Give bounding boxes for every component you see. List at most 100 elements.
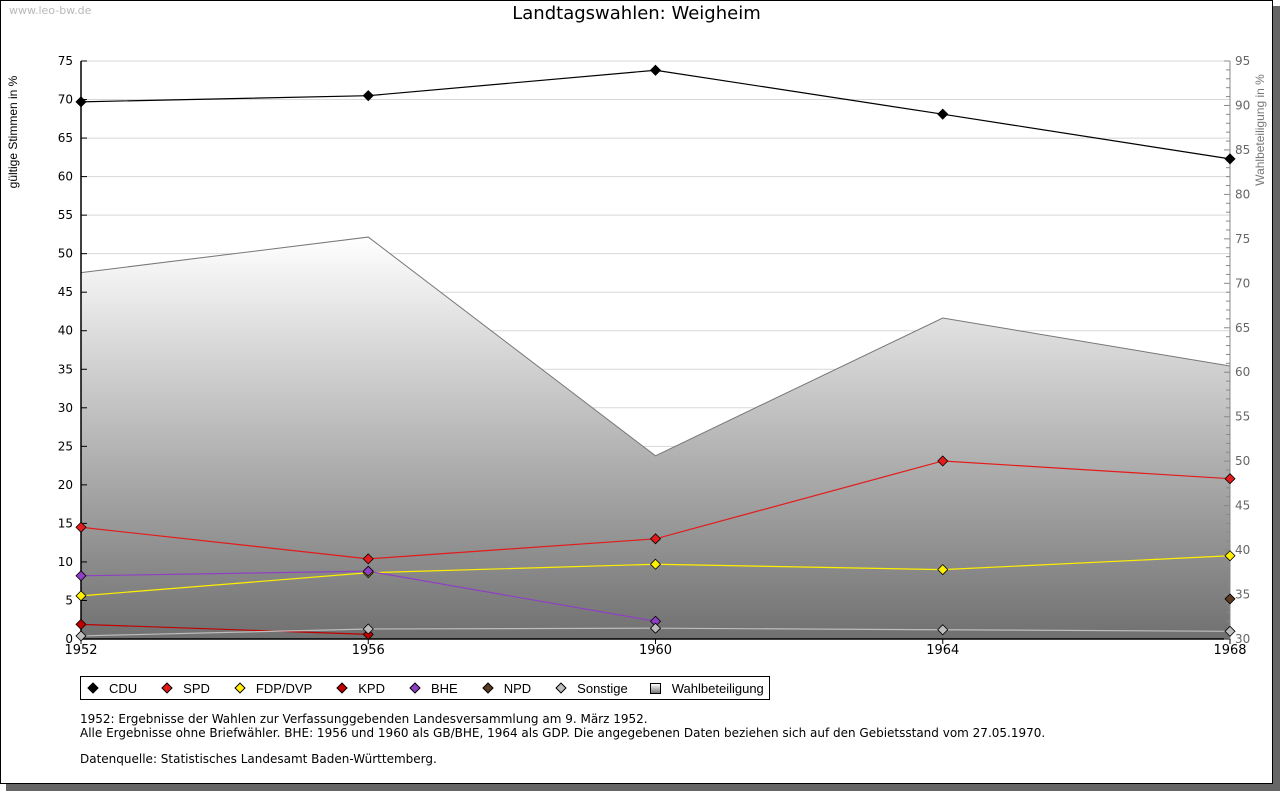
y2-tick-label: 35 — [1235, 588, 1250, 602]
legend-diamond-icon — [234, 682, 246, 694]
series-line-cdu — [80, 69, 1231, 160]
legend-item-npd: NPD — [480, 681, 531, 696]
series-line-kpd — [80, 623, 369, 635]
legend-diamond-icon — [482, 682, 494, 694]
y2-tick-label: 80 — [1235, 187, 1250, 201]
legend-label: BHE — [430, 680, 458, 696]
legend-label: KPD — [358, 680, 385, 696]
data-point-sonstige — [75, 630, 87, 642]
y2-tick-label: 75 — [1235, 232, 1250, 246]
y-tick-label: 5 — [65, 593, 73, 607]
turnout-area-fill — [81, 237, 1230, 639]
data-point-cdu — [649, 64, 662, 76]
note-line-2: Alle Ergebnisse ohne Briefwähler. BHE: 1… — [80, 726, 1046, 740]
legend-item-spd: SPD — [159, 681, 210, 696]
data-point-cdu — [75, 96, 87, 108]
data-point-bhe — [75, 570, 87, 582]
chart-title: Landtagswahlen: Weigheim — [512, 3, 761, 24]
x-tick-label: 1964 — [926, 643, 959, 658]
legend-label: Sonstige — [577, 680, 628, 696]
x-tick-label: 1952 — [64, 643, 97, 658]
note-line-1: 1952: Ergebnisse der Wahlen zur Verfassu… — [80, 712, 648, 726]
turnout-area-outline — [80, 236, 1231, 457]
legend-item-wahlbeteiligung: Wahlbeteiligung — [649, 680, 764, 696]
frame-shadow-right — [1273, 6, 1280, 791]
legend-diamond-icon — [409, 682, 421, 694]
legend-diamond-icon — [555, 682, 567, 694]
data-point-sonstige — [362, 623, 374, 635]
notes: 1952: Ergebnisse der Wahlen zur Verfassu… — [80, 712, 1045, 766]
data-point-spd — [649, 533, 662, 545]
data-point-sonstige — [937, 624, 949, 636]
y2-tick-label: 70 — [1235, 276, 1250, 290]
y2-tick-label: 65 — [1235, 321, 1250, 335]
y-tick-label: 20 — [58, 478, 73, 492]
data-point-cdu — [937, 108, 949, 120]
turnout-area — [80, 236, 1231, 639]
y-tick-label: 30 — [58, 401, 73, 415]
x-tick-label: 1956 — [352, 643, 385, 658]
data-point-bhe — [362, 565, 374, 577]
data-point-fdp-dvp — [1224, 550, 1236, 562]
y-tick-label: 70 — [58, 93, 73, 107]
legend-label: Wahlbeteiligung — [671, 680, 764, 696]
axes: 0 5 10 15 20 25 30 35 40 45 50 55 60 65 70 75 30 35 40 45 50… — [58, 54, 1251, 658]
legend-square-icon — [649, 682, 661, 694]
legend-label: CDU — [109, 680, 138, 696]
data-point-spd — [362, 553, 374, 565]
legend-item-bhe: BHE — [407, 681, 458, 696]
y2-tick-label: 60 — [1235, 365, 1250, 379]
data-point-fdp-dvp — [75, 590, 87, 602]
y2-tick-label: 90 — [1235, 98, 1250, 112]
y-tick-label: 40 — [58, 324, 73, 338]
y-tick-label: 65 — [58, 131, 73, 145]
legend-item-fdp-dvp: FDP/DVP — [232, 681, 312, 696]
legend-label: NPD — [503, 680, 532, 696]
data-point-cdu — [1224, 153, 1236, 165]
y-axis-label: gültige Stimmen in % — [6, 75, 20, 188]
data-point-spd — [75, 521, 87, 533]
frame-shadow-bottom — [6, 784, 1280, 791]
legend: CDU SPD FDP/DVP KPD BHE NPD Sonstige Wahlbeteil… — [80, 676, 770, 700]
y2-tick-label: 85 — [1235, 143, 1250, 157]
y-tick-label: 35 — [58, 362, 73, 376]
y2-tick-label: 30 — [1235, 632, 1250, 646]
legend-item-kpd: KPD — [334, 681, 385, 696]
y-tick-label: 15 — [58, 516, 73, 530]
data-point-fdp-dvp — [649, 558, 662, 570]
x-tick-label: 1960 — [639, 643, 672, 658]
data-point-sonstige — [1224, 625, 1236, 637]
y-tick-label: 25 — [58, 439, 73, 453]
legend-item-cdu: CDU — [85, 681, 137, 696]
data-point-kpd — [75, 618, 87, 630]
data-point-cdu — [362, 90, 374, 102]
legend-label: FDP/DVP — [255, 680, 313, 696]
y2-axis-label: Wahlbeteiligung in % — [1253, 74, 1267, 186]
y2-tick-label: 45 — [1235, 499, 1250, 513]
data-point-fdp-dvp — [937, 564, 949, 576]
note-source: Datenquelle: Statistisches Landesamt Bad… — [80, 752, 437, 766]
y-tick-label: 50 — [58, 247, 73, 261]
data-point-spd — [937, 455, 949, 467]
legend-diamond-icon — [87, 682, 99, 694]
y-tick-label: 0 — [65, 632, 73, 646]
data-point-npd — [1224, 593, 1236, 605]
watermark: www.leo-bw.de — [9, 4, 92, 17]
legend-label: SPD — [183, 680, 210, 696]
legend-diamond-icon — [336, 682, 348, 694]
y2-tick-label: 40 — [1235, 543, 1250, 557]
y-tick-label: 60 — [58, 170, 73, 184]
y2-tick-label: 95 — [1235, 54, 1250, 68]
y2-tick-label: 50 — [1235, 454, 1250, 468]
data-point-sonstige — [649, 622, 662, 634]
legend-item-sonstige: Sonstige — [553, 681, 628, 696]
y-tick-label: 75 — [58, 54, 73, 68]
x-tick-label: 1968 — [1213, 643, 1246, 658]
y-tick-label: 55 — [58, 208, 73, 222]
series-markers — [75, 64, 1236, 642]
y-tick-label: 45 — [58, 285, 73, 299]
data-point-spd — [1224, 473, 1236, 485]
y2-tick-label: 55 — [1235, 410, 1250, 424]
y-tick-label: 10 — [58, 555, 73, 569]
